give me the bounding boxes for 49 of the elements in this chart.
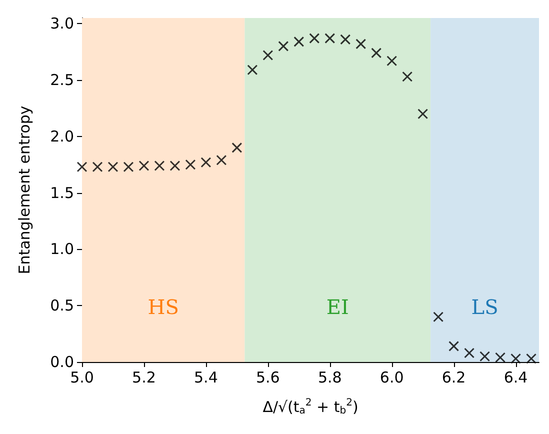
point [433,312,444,322]
x-tick-label: 6.2 [442,368,466,386]
y-axis-title: Entanglement entropy [16,106,34,274]
y-tick-label: 2.5 [50,71,74,90]
point [448,340,460,352]
y-tick-label: 1.5 [50,184,74,202]
point [200,157,212,168]
point [510,353,522,364]
point [356,38,366,50]
band-label: EI [326,295,349,319]
point [232,142,242,153]
x-tick-label: 5.6 [256,368,280,386]
y-tick-label: 0.0 [50,353,74,371]
point [92,162,103,172]
point [309,33,320,44]
point [138,160,150,171]
x-tick-label: 6.0 [380,368,404,386]
point [386,56,398,66]
point [216,154,227,166]
y-tick-label: 0.5 [50,296,74,315]
point [170,160,180,171]
y-tick-label: 1.0 [50,240,74,258]
y-tick-label: 3.0 [50,14,74,33]
point [108,162,118,172]
point [526,353,537,364]
x-tick-label: 5.8 [318,368,342,386]
point [123,162,134,172]
point [154,160,165,171]
x-tick-label: 5.2 [132,368,156,386]
point [294,36,304,47]
point [247,64,258,76]
point [464,348,475,358]
point [76,162,88,172]
point [340,34,351,45]
band-label: HS [148,295,179,319]
point [402,71,413,82]
point [278,40,289,52]
band-label: LS [471,295,498,319]
point [495,352,506,363]
point [418,108,428,120]
y-tick-label: 2.0 [50,127,74,146]
point [262,50,274,60]
point [324,33,336,44]
point [185,159,196,170]
x-tick-label: 5.4 [194,368,218,386]
x-tick-label: 5.0 [70,368,94,386]
x-tick-label: 6.4 [504,368,528,386]
point [371,48,382,58]
point [480,351,490,362]
